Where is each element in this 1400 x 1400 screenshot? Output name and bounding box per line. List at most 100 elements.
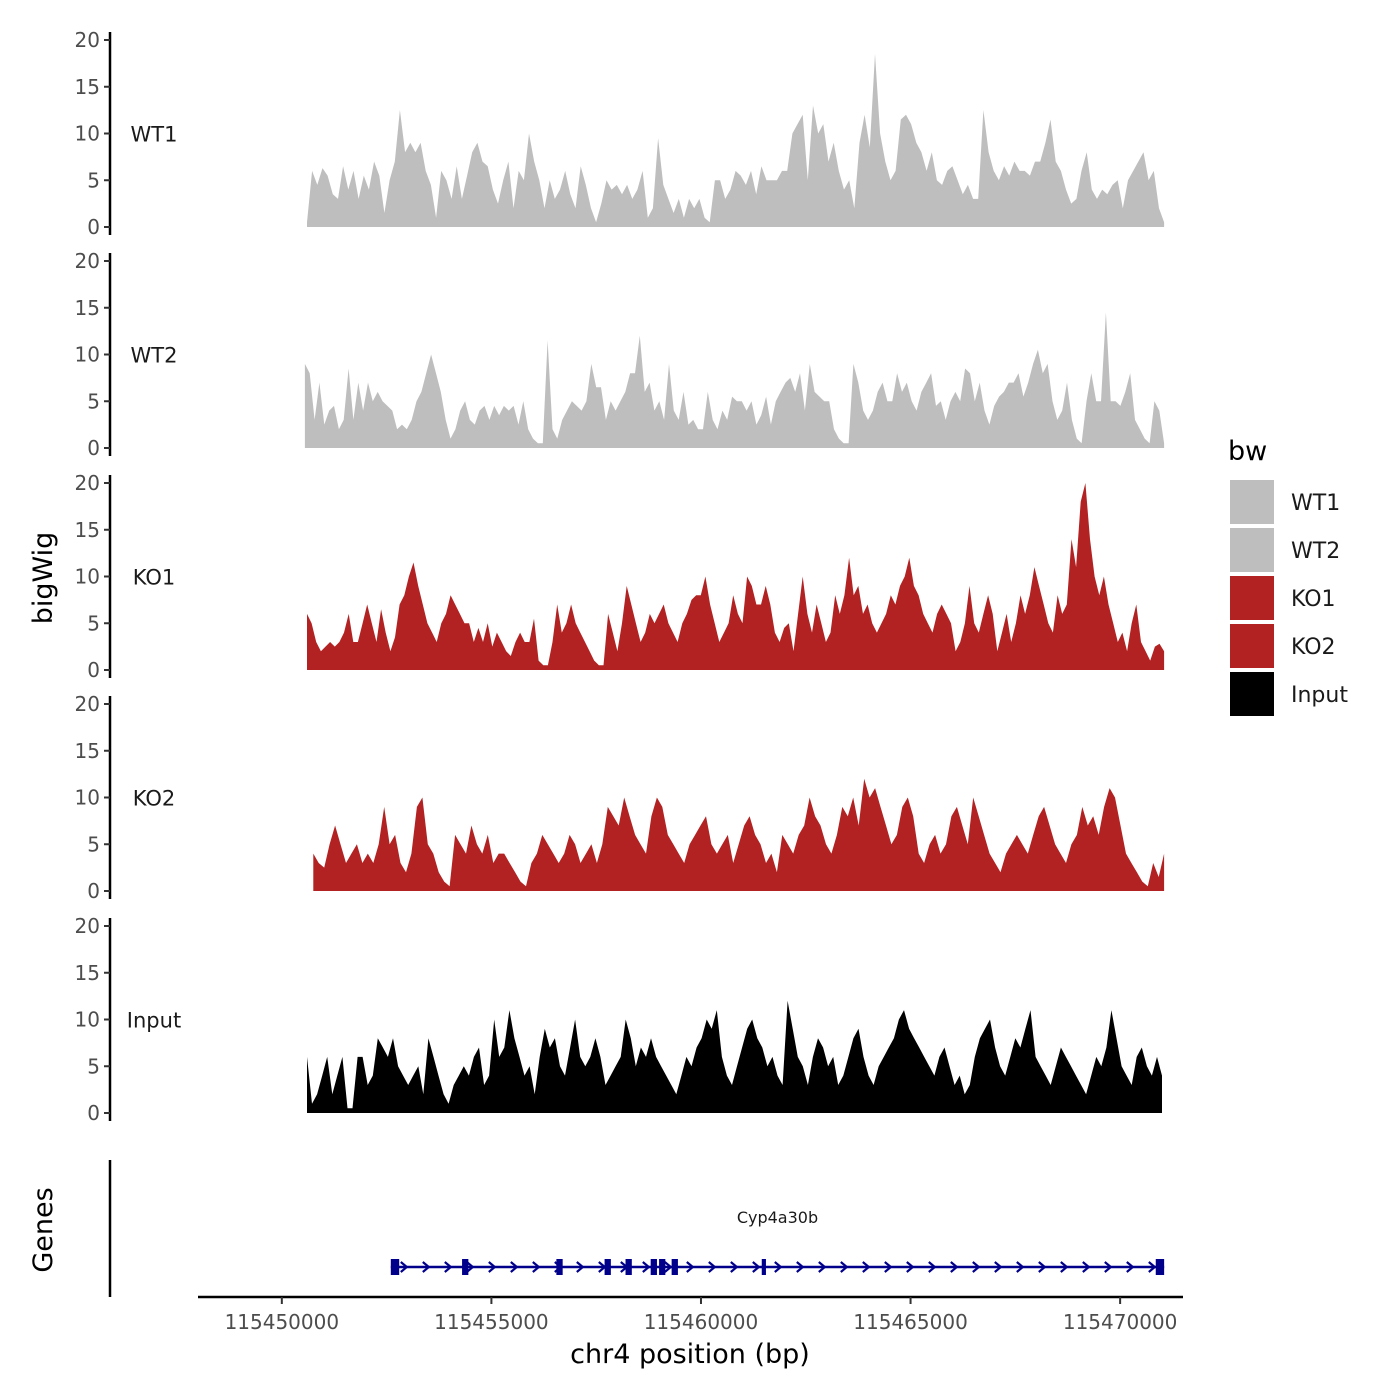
exon [604, 1259, 611, 1275]
legend: bw WT1 WT2 KO1 KO2 Input [1228, 436, 1348, 716]
track-label: WT2 [131, 344, 178, 368]
x-tick-label: 115455000 [434, 1310, 549, 1334]
track-input: 0 5 10 15 20 Input [75, 914, 1162, 1125]
strand-arrow [576, 1261, 585, 1273]
y-tick-label: 0 [87, 879, 100, 903]
strand-arrow [972, 1261, 981, 1273]
y-tick-label: 10 [75, 122, 100, 146]
area-wt2 [304, 312, 1165, 448]
track-wt2: 0 5 10 15 20 WT2 [75, 249, 1165, 460]
y-tick-label: 0 [87, 658, 100, 682]
strand-arrow [840, 1261, 849, 1273]
y-tick-label: 10 [75, 1008, 100, 1032]
strand-arrow [532, 1261, 541, 1273]
strand-arrow [862, 1261, 871, 1273]
strand-arrow [818, 1261, 827, 1273]
y-tick-label: 20 [75, 471, 100, 495]
strand-arrow [1060, 1261, 1069, 1273]
exon [650, 1259, 657, 1275]
legend-entry-input: Input [1230, 672, 1348, 716]
y-tick-label: 10 [75, 565, 100, 589]
x-axis: 115450000 115455000 115460000 115465000 1154… [198, 1295, 1183, 1334]
exon [659, 1259, 666, 1275]
exon [671, 1259, 678, 1275]
exon [761, 1259, 766, 1275]
y-tick-label: 15 [75, 739, 100, 763]
strand-arrow [950, 1261, 959, 1273]
y-tick-label: 5 [87, 168, 100, 192]
y-tick-label: 10 [75, 786, 100, 810]
strand-arrow [752, 1261, 761, 1273]
strand-arrow [466, 1261, 475, 1273]
track-ko1: 0 5 10 15 20 KO1 [75, 471, 1165, 682]
y-tick-label: 15 [75, 961, 100, 985]
y-tick-label: 20 [75, 28, 100, 52]
y-tick-label: 5 [87, 1054, 100, 1078]
strand-arrow [444, 1261, 453, 1273]
strand-arrow [1148, 1261, 1157, 1273]
legend-swatch [1230, 528, 1274, 572]
strand-arrow [774, 1261, 783, 1273]
strand-arrow [884, 1261, 893, 1273]
strand-arrow [994, 1261, 1003, 1273]
strand-arrow [510, 1261, 519, 1273]
track-wt1: 0 5 10 15 20 WT1 [75, 28, 1165, 239]
legend-swatch [1230, 672, 1274, 716]
legend-entry-wt2: WT2 [1230, 528, 1340, 572]
strand-arrow [1104, 1261, 1113, 1273]
track-label: WT1 [131, 123, 178, 147]
strand-arrow [1016, 1261, 1025, 1273]
x-axis-title: chr4 position (bp) [570, 1339, 810, 1370]
strand-arrow [906, 1261, 915, 1273]
legend-label: KO1 [1291, 587, 1336, 612]
legend-swatch [1230, 576, 1274, 620]
exon [1155, 1259, 1165, 1275]
exon [462, 1259, 469, 1275]
strand-arrow [796, 1261, 805, 1273]
y-tick-label: 15 [75, 296, 100, 320]
y-tick-label: 0 [87, 436, 100, 460]
strand-arrow [730, 1261, 739, 1273]
strand-arrow [642, 1261, 651, 1273]
y-tick-label: 5 [87, 389, 100, 413]
legend-label: KO2 [1291, 635, 1336, 660]
exon [390, 1259, 400, 1275]
strand-arrow [488, 1261, 497, 1273]
x-tick-label: 115465000 [853, 1310, 968, 1334]
y-axis-title-bigwig: bigWig [28, 532, 59, 625]
legend-title: bw [1228, 436, 1267, 467]
strand-arrow [928, 1261, 937, 1273]
legend-entry-ko2: KO2 [1230, 624, 1336, 668]
exon [556, 1259, 563, 1275]
genes-track: Cyp4a30b [108, 1160, 1165, 1297]
y-tick-label: 0 [87, 1101, 100, 1125]
strand-arrow [1038, 1261, 1047, 1273]
gene-name-label: Cyp4a30b [737, 1208, 818, 1227]
area-ko1 [307, 483, 1165, 670]
strand-arrow [664, 1261, 673, 1273]
exon [625, 1259, 632, 1275]
strand-arrow [1126, 1261, 1135, 1273]
legend-swatch [1230, 624, 1274, 668]
y-tick-label: 5 [87, 832, 100, 856]
track-label: KO2 [133, 787, 176, 811]
legend-label: WT2 [1291, 539, 1340, 564]
area-ko2 [313, 778, 1165, 891]
legend-label: Input [1291, 683, 1348, 708]
track-label: KO1 [133, 566, 176, 590]
strand-arrow [422, 1261, 431, 1273]
y-tick-label: 15 [75, 518, 100, 542]
strand-arrow [686, 1261, 695, 1273]
y-tick-label: 10 [75, 343, 100, 367]
y-axis-title-genes: Genes [28, 1187, 59, 1272]
area-wt1 [307, 54, 1165, 227]
strand-arrow [400, 1261, 409, 1273]
x-tick-label: 115460000 [644, 1310, 759, 1334]
legend-swatch [1230, 480, 1274, 524]
y-tick-label: 20 [75, 914, 100, 938]
track-ko2: 0 5 10 15 20 KO2 [75, 692, 1165, 903]
bigwig-tracks: 0 5 10 15 20 WT1 0 5 10 15 20 WT2 0 5 10 15 20 KO1 0 5 10 15 2… [75, 28, 1165, 1125]
y-tick-label: 20 [75, 249, 100, 273]
y-tick-label: 0 [87, 215, 100, 239]
